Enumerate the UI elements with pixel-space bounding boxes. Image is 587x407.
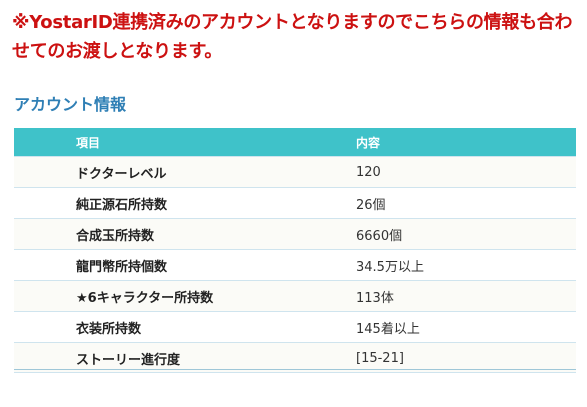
table-row: ★6キャラクター所持数 113体 [14, 280, 576, 312]
row-item-value: 6660個 [356, 218, 576, 250]
row-item-value: 120 [356, 156, 576, 188]
table-row: ドクターレベル 120 [14, 156, 576, 188]
row-item-label: 衣装所持数 [14, 311, 356, 343]
table-bottom-border [14, 369, 576, 370]
section-title: アカウント情報 [14, 95, 127, 114]
table-header-row: 項目 内容 [14, 128, 576, 157]
row-item-label: ★6キャラクター所持数 [14, 280, 356, 312]
table-row: 龍門幣所持個数 34.5万以上 [14, 249, 576, 281]
row-item-value: [15-21] [356, 342, 576, 373]
row-item-value: 145着以上 [356, 311, 576, 343]
table-row: ストーリー進行度 [15-21] [14, 342, 576, 373]
row-item-label: ストーリー進行度 [14, 342, 356, 373]
table-row: 純正源石所持数 26個 [14, 187, 576, 219]
header-value: 内容 [356, 128, 576, 157]
row-item-label: 合成玉所持数 [14, 218, 356, 250]
account-info-table: 項目 内容 ドクターレベル 120 純正源石所持数 26個 合成玉所持数 666… [14, 128, 576, 373]
table-bottom-border-secondary [14, 372, 576, 373]
header-item: 項目 [14, 128, 356, 157]
row-item-label: 龍門幣所持個数 [14, 249, 356, 281]
row-item-label: 純正源石所持数 [14, 187, 356, 219]
row-item-label: ドクターレベル [14, 156, 356, 188]
table-row: 合成玉所持数 6660個 [14, 218, 576, 250]
row-item-value: 34.5万以上 [356, 249, 576, 281]
row-item-value: 26個 [356, 187, 576, 219]
notice-text: ※YostarID連携済みのアカウントとなりますのでこちらの情報も合わせてのお渡… [12, 12, 573, 62]
row-item-value: 113体 [356, 280, 576, 312]
table-row: 衣装所持数 145着以上 [14, 311, 576, 343]
